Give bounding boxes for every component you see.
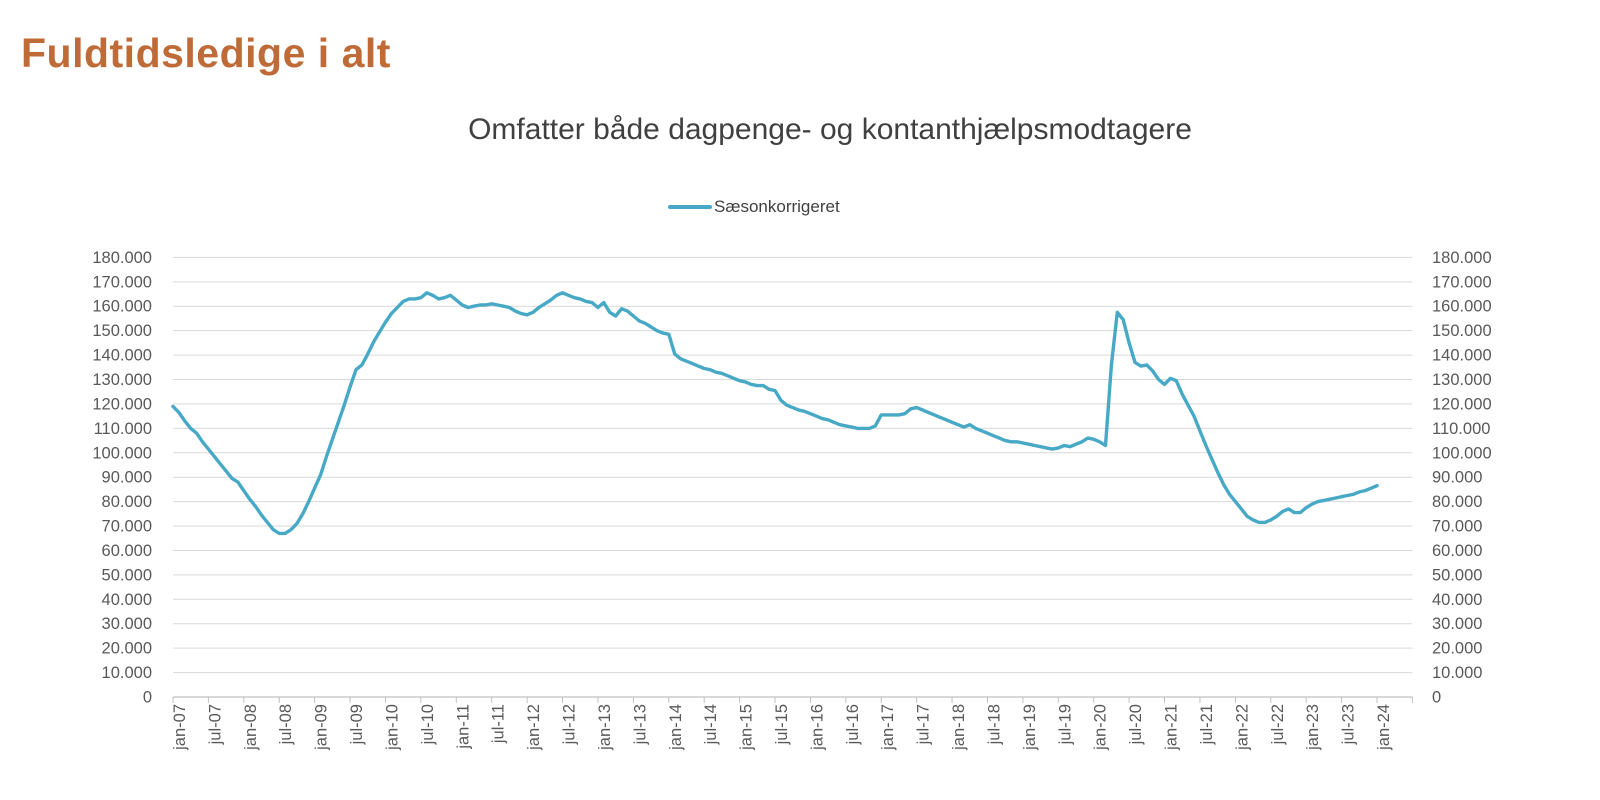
x-tick-label: jan-14 <box>667 704 685 751</box>
x-tick-label: jan-22 <box>1233 704 1251 751</box>
y-tick-label-right: 120.000 <box>1432 395 1492 413</box>
x-tick-label: jan-24 <box>1375 704 1393 751</box>
x-tick-label: jan-21 <box>1163 704 1181 751</box>
y-tick-label-right: 160.000 <box>1432 298 1492 316</box>
x-tick-label: jul-11 <box>490 704 508 744</box>
y-tick-label-right: 70.000 <box>1432 518 1482 536</box>
x-tick-label: jan-12 <box>525 704 543 751</box>
x-tick-label: jul-13 <box>631 704 649 745</box>
y-tick-label-right: 140.000 <box>1432 347 1492 365</box>
legend-line-marker <box>668 204 712 210</box>
x-tick-label: jul-18 <box>985 704 1003 745</box>
x-tick-label: jul-22 <box>1269 704 1287 745</box>
x-tick-label: jan-17 <box>879 704 897 751</box>
x-tick-label: jul-15 <box>773 704 791 745</box>
y-tick-label-left: 50.000 <box>102 566 152 584</box>
y-tick-label-left: 120.000 <box>92 395 152 413</box>
y-tick-label-right: 80.000 <box>1432 493 1482 511</box>
y-tick-label-right: 110.000 <box>1432 420 1490 438</box>
x-tick-label: jan-16 <box>808 704 826 751</box>
x-tick-label: jul-19 <box>1056 704 1074 745</box>
y-tick-label-right: 40.000 <box>1432 591 1482 609</box>
y-tick-label-left: 0 <box>143 689 152 707</box>
y-tick-label-right: 10.000 <box>1432 664 1482 682</box>
y-tick-label-left: 150.000 <box>92 322 152 340</box>
series-line-saesonkorrigeret <box>171 291 1379 536</box>
x-tick-label: jan-18 <box>950 704 968 751</box>
chart-title: Omfatter både dagpenge- og kontanthjælps… <box>468 113 1192 146</box>
y-tick-label-right: 150.000 <box>1432 322 1492 340</box>
x-tick-label: jul-17 <box>915 704 933 745</box>
x-tick-label: jul-12 <box>561 704 579 745</box>
x-tick-label: jan-15 <box>738 704 756 751</box>
y-tick-label-right: 30.000 <box>1432 615 1482 633</box>
y-tick-label-left: 60.000 <box>102 542 152 560</box>
y-tick-label-left: 140.000 <box>92 347 152 365</box>
x-tick-label: jan-13 <box>596 704 614 751</box>
x-tick-label: jan-07 <box>171 704 189 751</box>
y-tick-label-left: 10.000 <box>102 664 152 682</box>
y-tick-label-left: 20.000 <box>102 640 152 658</box>
y-tick-label-left: 170.000 <box>92 273 152 291</box>
legend-label: Sæsonkorrigeret <box>714 197 840 216</box>
y-tick-label-left: 90.000 <box>102 469 152 487</box>
y-tick-label-left: 40.000 <box>102 591 152 609</box>
y-tick-label-right: 100.000 <box>1432 444 1492 462</box>
x-tick-label: jul-16 <box>844 704 862 745</box>
y-tick-label-left: 160.000 <box>92 298 152 316</box>
legend: Sæsonkorrigeret <box>668 197 840 217</box>
x-tick-label: jan-08 <box>242 704 260 751</box>
x-tick-label: jul-20 <box>1127 704 1145 745</box>
y-tick-label-left: 130.000 <box>92 371 152 389</box>
x-tick-label: jul-14 <box>702 704 720 745</box>
y-tick-label-right: 90.000 <box>1432 469 1482 487</box>
x-tick-label: jan-10 <box>383 704 401 751</box>
y-tick-label-right: 60.000 <box>1432 542 1482 560</box>
y-tick-label-right: 170.000 <box>1432 273 1492 291</box>
y-tick-label-left: 100.000 <box>92 444 152 462</box>
y-tick-label-left: 110.000 <box>94 420 152 438</box>
y-tick-label-right: 50.000 <box>1432 566 1482 584</box>
y-tick-label-left: 180.000 <box>92 249 152 267</box>
x-tick-label: jul-10 <box>419 704 437 745</box>
y-tick-label-right: 0 <box>1432 689 1441 707</box>
y-tick-label-left: 80.000 <box>102 493 152 511</box>
y-tick-label-right: 180.000 <box>1432 249 1492 267</box>
page-title: Fuldtidsledige i alt <box>21 30 391 76</box>
y-tick-label-left: 70.000 <box>102 518 152 536</box>
x-tick-label: jan-19 <box>1021 704 1039 751</box>
y-tick-label-right: 130.000 <box>1432 371 1492 389</box>
x-tick-label: jul-07 <box>206 704 224 745</box>
y-tick-label-right: 20.000 <box>1432 640 1482 658</box>
x-tick-label: jul-08 <box>277 704 295 745</box>
x-tick-label: jan-11 <box>454 704 472 750</box>
x-tick-label: jan-23 <box>1304 704 1322 751</box>
x-tick-label: jan-20 <box>1092 704 1110 751</box>
x-tick-label: jul-09 <box>348 704 366 745</box>
x-tick-label: jul-21 <box>1198 704 1216 745</box>
x-tick-label: jul-23 <box>1340 704 1358 745</box>
y-tick-label-left: 30.000 <box>102 615 152 633</box>
x-tick-label: jan-09 <box>313 704 331 751</box>
